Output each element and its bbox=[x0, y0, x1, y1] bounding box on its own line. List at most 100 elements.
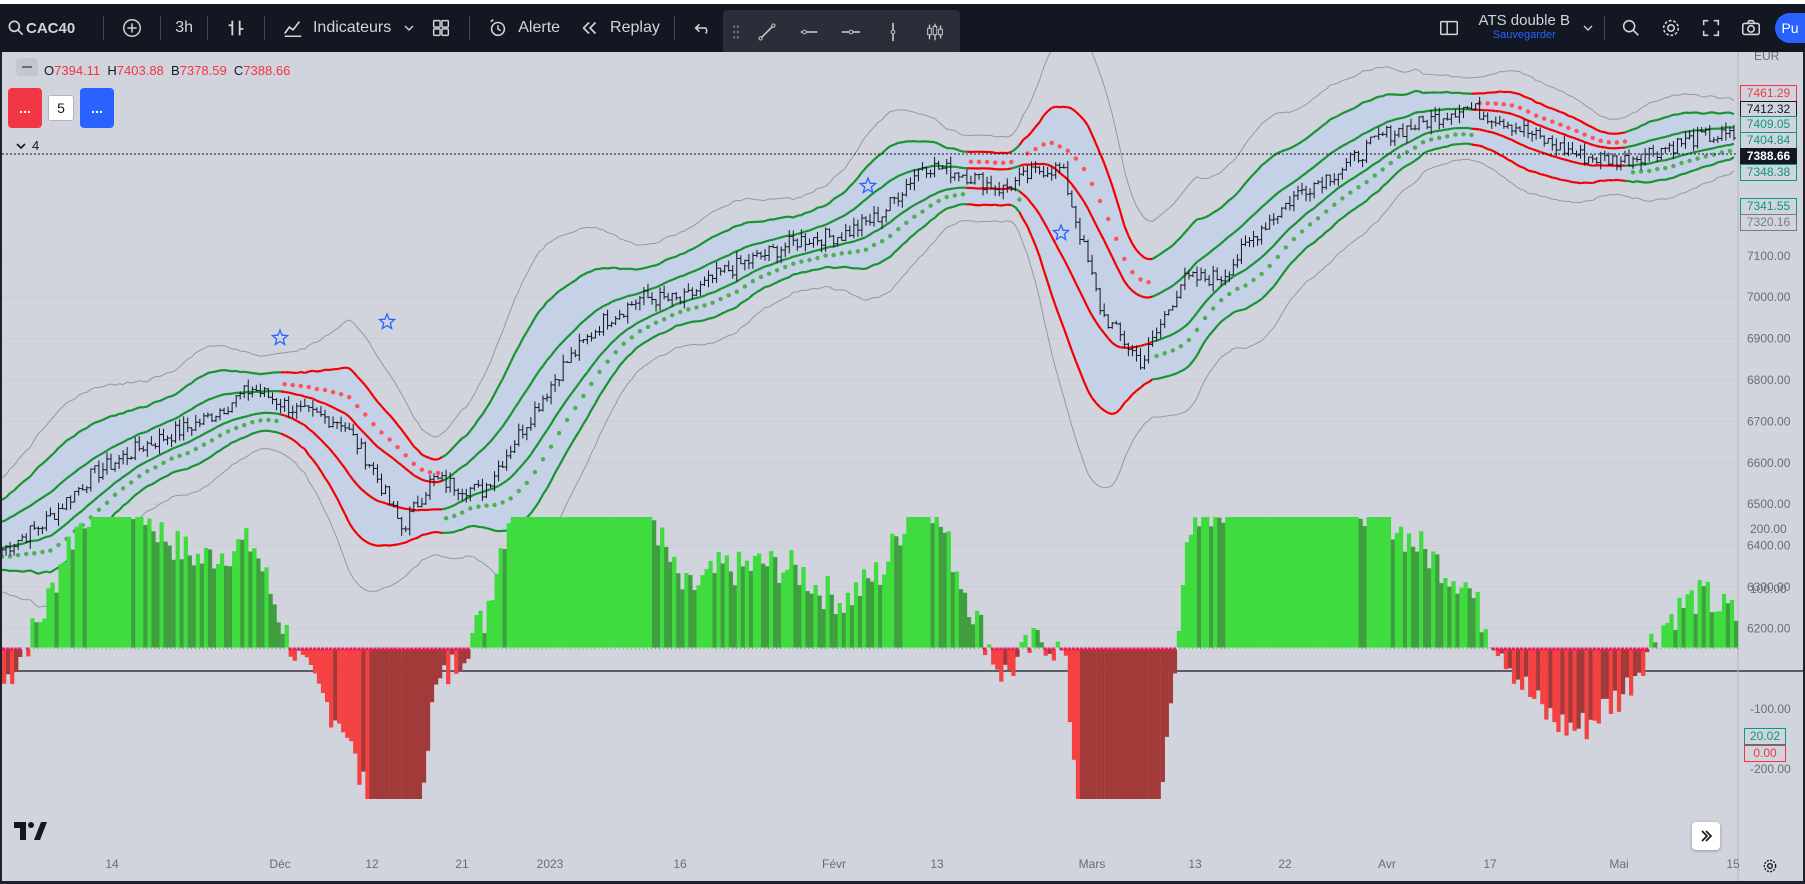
upper-band-segment bbox=[1551, 107, 1557, 112]
sar-dot bbox=[645, 324, 651, 330]
inner-upper-band-segment bbox=[1443, 107, 1448, 111]
indicator-count-toggle[interactable]: 4 bbox=[16, 138, 39, 153]
upper-band-segment bbox=[244, 370, 249, 374]
drag-handle-icon[interactable] bbox=[731, 18, 741, 46]
inner-upper-band-segment bbox=[683, 272, 689, 277]
squeeze-dot bbox=[1023, 647, 1027, 651]
lower-band-segment bbox=[1014, 206, 1021, 213]
upper-band-segment bbox=[1135, 249, 1142, 256]
lower-band-segment bbox=[1576, 181, 1581, 185]
squeeze-dot bbox=[220, 647, 224, 651]
ray-icon[interactable] bbox=[793, 18, 825, 46]
sar-dot bbox=[799, 259, 804, 264]
sar-dot bbox=[581, 393, 586, 399]
chart-pane[interactable]: 7100.00 7000.00 6900.00 6800.00 6700.00 6600.… bbox=[2, 52, 1803, 881]
indicator-number[interactable]: 5 bbox=[48, 95, 74, 121]
lower-band-segment bbox=[821, 266, 826, 270]
indicators-dropdown[interactable] bbox=[399, 8, 419, 48]
squeeze-dot bbox=[1374, 647, 1378, 651]
chart-type-button[interactable] bbox=[214, 8, 258, 48]
squeeze-dot bbox=[938, 647, 942, 651]
horizontal-line-icon[interactable] bbox=[835, 18, 867, 46]
layout-panel-button[interactable] bbox=[1427, 8, 1471, 48]
templates-button[interactable] bbox=[419, 8, 463, 48]
squeeze-dot bbox=[522, 647, 527, 651]
legend-collapse-button[interactable] bbox=[16, 58, 38, 76]
inner-lower-band-segment bbox=[1467, 126, 1472, 130]
symbol-search[interactable]: CAC40 bbox=[0, 8, 83, 48]
inner-lower-band-segment bbox=[869, 230, 875, 236]
trend-line-icon[interactable] bbox=[751, 18, 783, 46]
chart-settings-gear-icon[interactable] bbox=[1762, 858, 1778, 879]
chart-canvas[interactable]: 7100.007000.006900.006800.006700.006600.… bbox=[2, 52, 1803, 881]
upper-band-segment bbox=[797, 214, 802, 217]
inner-upper-band-segment bbox=[1252, 210, 1259, 216]
inner-lower-band-segment bbox=[853, 238, 859, 243]
sar-dot bbox=[411, 461, 416, 466]
histogram-bar bbox=[773, 557, 778, 649]
inner-lower-band-segment bbox=[385, 502, 390, 506]
alert-button[interactable]: Alerte bbox=[476, 8, 568, 48]
sar-dot bbox=[1396, 154, 1402, 159]
indicator-left-button[interactable]: ... bbox=[8, 88, 42, 128]
inner-lower-band-segment bbox=[389, 503, 394, 507]
inner-upper-band-segment bbox=[1657, 136, 1662, 140]
publish-button[interactable]: Pu bbox=[1775, 13, 1805, 43]
squeeze-dot bbox=[910, 647, 914, 651]
indicators-button[interactable]: Indicateurs bbox=[271, 8, 399, 48]
tradingview-logo-icon[interactable] bbox=[12, 820, 48, 847]
upper-band-segment bbox=[521, 331, 528, 340]
inner-lower-band-segment bbox=[324, 443, 330, 449]
lower-band-segment bbox=[1446, 143, 1452, 148]
undo-button[interactable] bbox=[681, 8, 725, 48]
inner-lower-band-segment bbox=[207, 428, 213, 433]
snapshot-button[interactable] bbox=[1731, 8, 1771, 48]
lower-band-segment bbox=[17, 569, 23, 573]
lower-band-segment bbox=[889, 251, 896, 258]
squeeze-dot bbox=[728, 647, 732, 651]
lower-band-segment bbox=[970, 203, 976, 207]
squeeze-dot bbox=[438, 647, 442, 651]
histogram-bar bbox=[1394, 533, 1400, 649]
interval-button[interactable]: 3h bbox=[167, 8, 201, 48]
fullscreen-button[interactable] bbox=[1691, 8, 1731, 48]
scroll-to-realtime-button[interactable] bbox=[1692, 822, 1720, 850]
indicator-right-button[interactable]: ... bbox=[80, 88, 114, 128]
layout-dropdown[interactable] bbox=[1578, 8, 1598, 48]
upper-band-segment bbox=[1083, 119, 1089, 127]
squeeze-dot bbox=[38, 647, 42, 651]
vertical-line-icon[interactable] bbox=[877, 18, 909, 46]
upper-band-segment bbox=[1325, 118, 1331, 124]
lower-band-segment bbox=[768, 283, 774, 288]
inner-lower-band-segment bbox=[1701, 148, 1706, 152]
upper-band-segment bbox=[954, 147, 960, 152]
lower-band-segment bbox=[247, 432, 253, 437]
signal-star-icon bbox=[1051, 223, 1071, 241]
squeeze-dot bbox=[337, 647, 341, 651]
replay-button[interactable]: Replay bbox=[568, 8, 668, 48]
lower-band-segment bbox=[1087, 390, 1093, 399]
quick-search-button[interactable] bbox=[1611, 8, 1651, 48]
compare-button[interactable] bbox=[110, 8, 154, 48]
squeeze-dot bbox=[434, 647, 438, 651]
histogram-bar bbox=[841, 612, 846, 649]
sar-dot bbox=[1267, 263, 1272, 269]
inner-lower-band-segment bbox=[1333, 187, 1340, 193]
inner-upper-band-segment bbox=[126, 437, 132, 441]
inner-upper-band-segment bbox=[877, 186, 883, 191]
inner-lower-band-segment bbox=[1729, 142, 1735, 147]
lower-band-segment bbox=[913, 229, 920, 236]
upper-band-segment bbox=[1188, 222, 1194, 229]
close-label: C bbox=[233, 63, 244, 78]
upper-band-segment bbox=[1459, 91, 1464, 95]
histogram-bar bbox=[1334, 517, 1339, 649]
candles-icon[interactable] bbox=[919, 18, 951, 46]
settings-button[interactable] bbox=[1651, 8, 1691, 48]
inner-upper-band-segment bbox=[744, 244, 750, 249]
histogram-bar bbox=[1532, 649, 1537, 699]
squeeze-dot bbox=[1253, 647, 1257, 651]
inner-lower-band-segment bbox=[700, 294, 705, 299]
upper-band-segment bbox=[542, 301, 548, 309]
inner-upper-band-segment bbox=[1260, 202, 1267, 209]
layout-name-button[interactable]: ATS double B Sauvegarder bbox=[1471, 8, 1578, 48]
